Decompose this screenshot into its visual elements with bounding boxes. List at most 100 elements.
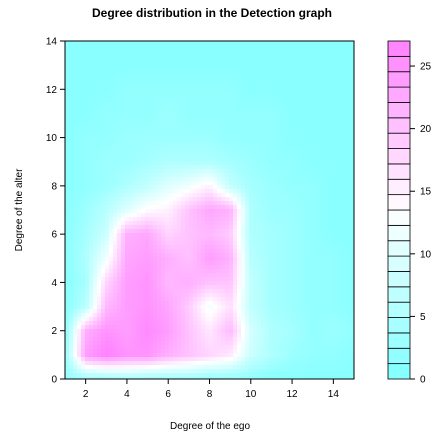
heatmap-cell [101, 197, 106, 202]
heatmap-cell [261, 213, 266, 218]
heatmap-cell [265, 65, 270, 70]
heatmap-cell [237, 45, 242, 50]
heatmap-cell [117, 153, 122, 158]
heatmap-cell [297, 169, 302, 174]
heatmap-cell [105, 125, 110, 130]
heatmap-cell [121, 229, 126, 234]
heatmap-cell [261, 153, 266, 158]
heatmap-cell [273, 105, 278, 110]
heatmap-cell [277, 61, 282, 66]
heatmap-cell [253, 181, 258, 186]
heatmap-cell [185, 197, 190, 202]
heatmap-cell [261, 181, 266, 186]
heatmap-cell [293, 277, 298, 282]
heatmap-cell [105, 253, 110, 258]
heatmap-cell [273, 281, 278, 286]
heatmap-cell [309, 201, 314, 206]
heatmap-cell [197, 81, 202, 86]
heatmap-cell [133, 293, 138, 298]
heatmap-cell [137, 81, 142, 86]
heatmap-cell [129, 89, 134, 94]
heatmap-cell [297, 261, 302, 266]
heatmap-cell [145, 73, 150, 78]
heatmap-cell [261, 81, 266, 86]
heatmap-cell [141, 113, 146, 118]
heatmap-cell [325, 289, 330, 294]
heatmap-cell [93, 313, 98, 318]
heatmap-cell [289, 277, 294, 282]
heatmap-cell [325, 197, 330, 202]
heatmap-cell [229, 177, 234, 182]
heatmap-cell [93, 253, 98, 258]
heatmap-cell [133, 69, 138, 74]
heatmap-cell [261, 157, 266, 162]
heatmap-cell [301, 145, 306, 150]
heatmap-cell [313, 269, 318, 274]
heatmap-cell [101, 257, 106, 262]
heatmap-cell [217, 277, 222, 282]
heatmap-cell [321, 285, 326, 290]
heatmap-cell [281, 153, 286, 158]
heatmap-cell [317, 253, 322, 258]
heatmap-cell [289, 285, 294, 290]
heatmap-cell [277, 133, 282, 138]
heatmap-cell [69, 225, 74, 230]
heatmap-cell [105, 105, 110, 110]
heatmap-cell [85, 181, 90, 186]
heatmap-cell [341, 113, 346, 118]
heatmap-cell [241, 253, 246, 258]
heatmap-cell [213, 85, 218, 90]
heatmap-cell [281, 101, 286, 106]
heatmap-cell [261, 249, 266, 254]
heatmap-cell [65, 269, 70, 274]
heatmap-cell [305, 45, 310, 50]
heatmap-cell [197, 161, 202, 166]
heatmap-cell [113, 93, 118, 98]
heatmap-cell [133, 109, 138, 114]
heatmap-cell [185, 309, 190, 314]
heatmap-cell [117, 81, 122, 86]
heatmap-cell [221, 297, 226, 302]
heatmap-cell [249, 277, 254, 282]
heatmap-cell [149, 161, 154, 166]
heatmap-cell [173, 313, 178, 318]
heatmap-cell [177, 69, 182, 74]
heatmap-cell [261, 245, 266, 250]
heatmap-cell [93, 101, 98, 106]
heatmap-cell [69, 305, 74, 310]
heatmap-cell [121, 261, 126, 266]
heatmap-cell [325, 85, 330, 90]
heatmap-cell [293, 177, 298, 182]
heatmap-cell [81, 309, 86, 314]
heatmap-cell [245, 277, 250, 282]
heatmap-cell [145, 305, 150, 310]
heatmap-cell [81, 113, 86, 118]
heatmap-cell [85, 269, 90, 274]
heatmap-cell [73, 117, 78, 122]
heatmap-cell [197, 65, 202, 70]
heatmap-cell [85, 221, 90, 226]
heatmap-cell [105, 69, 110, 74]
heatmap-cell [181, 273, 186, 278]
heatmap-cell [281, 41, 286, 46]
heatmap-cell [69, 241, 74, 246]
heatmap-cell [65, 249, 70, 254]
heatmap-cell [197, 193, 202, 198]
heatmap-cell [173, 141, 178, 146]
heatmap-cell [129, 93, 134, 98]
heatmap-cell [117, 109, 122, 114]
heatmap-cell [133, 229, 138, 234]
heatmap-cell [109, 133, 114, 138]
heatmap-cell [337, 201, 342, 206]
heatmap-cell [97, 93, 102, 98]
heatmap-cell [197, 69, 202, 74]
heatmap-cell [341, 153, 346, 158]
heatmap-cell [265, 273, 270, 278]
heatmap-cell [273, 293, 278, 298]
heatmap-cell [253, 177, 258, 182]
heatmap-cell [325, 265, 330, 270]
heatmap-cell [205, 185, 210, 190]
heatmap-cell [233, 65, 238, 70]
heatmap-cell [345, 133, 350, 138]
heatmap-cell [193, 69, 198, 74]
